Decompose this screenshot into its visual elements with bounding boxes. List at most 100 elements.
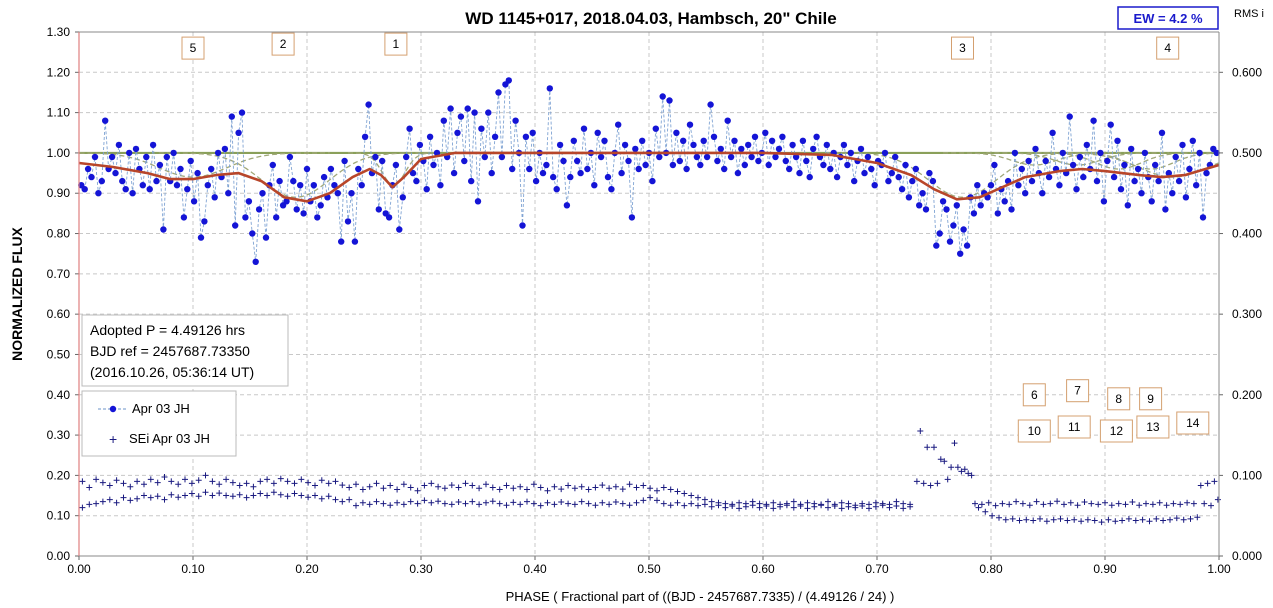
sei-point [633, 499, 640, 506]
sei-point [934, 480, 941, 487]
flux-point [201, 218, 208, 225]
flux-point [450, 169, 458, 177]
flux-point [632, 145, 639, 153]
sei-point [900, 505, 907, 512]
sei-point [667, 486, 674, 493]
flux-point [939, 198, 947, 205]
flux-point [485, 109, 492, 116]
flux-point [738, 145, 745, 153]
sei-point [147, 494, 154, 501]
sei-point [811, 503, 818, 510]
y-tick-label: 1.30 [47, 25, 71, 39]
sei-point [147, 476, 154, 483]
flux-point [601, 137, 608, 144]
flux-point [228, 113, 235, 120]
flux-point [974, 182, 981, 189]
flux-point [683, 165, 690, 173]
x-tick-label: 0.60 [751, 562, 775, 576]
flux-point [847, 149, 854, 157]
flux-point [433, 149, 441, 157]
sei-point [120, 494, 127, 501]
flux-point [409, 169, 417, 177]
flux-point [160, 226, 167, 233]
sei-point [688, 500, 695, 507]
flux-point [156, 161, 164, 169]
sei-point [496, 500, 503, 507]
y-tick-label: 0.60 [47, 307, 71, 321]
sei-point [510, 499, 517, 506]
sei-point [530, 481, 537, 488]
flux-point [591, 182, 598, 189]
flux-point [126, 149, 133, 157]
ew-box-frame [1117, 6, 1219, 30]
sei-point [318, 477, 325, 484]
sei-point [312, 492, 318, 499]
y-tick-label: 1.10 [47, 106, 71, 120]
flux-point [1175, 177, 1183, 185]
y-tick-label: 0.10 [47, 509, 71, 523]
flux-point [341, 157, 348, 165]
dip-label-text: 2 [280, 37, 287, 51]
dip-label-box [951, 36, 974, 60]
sei-point [619, 500, 626, 507]
dip-label-text: 8 [1115, 392, 1122, 406]
sei-point [1057, 515, 1064, 522]
sei-point [1146, 518, 1153, 525]
flux-point [844, 161, 851, 169]
sei-point [476, 501, 483, 508]
dip-label-text: 4 [1164, 41, 1171, 55]
flux-point [1090, 117, 1097, 124]
flux-point [1134, 165, 1142, 173]
sei-point [421, 497, 428, 504]
flux-point [994, 210, 1001, 217]
flux-point [639, 137, 646, 144]
sei-point [872, 503, 879, 510]
sei-point [353, 502, 359, 509]
flux-point [946, 238, 954, 245]
sei-point [441, 485, 448, 492]
sei-point [305, 479, 312, 486]
sei-point [270, 489, 277, 496]
sei-point [264, 492, 271, 499]
flux-point [680, 137, 687, 144]
flux-point [1076, 153, 1084, 161]
sei-point [695, 502, 701, 509]
dip-labels: 5 2 1 3 46 78 910 11 12 13 14 [181, 32, 1210, 443]
dip-label-box [1107, 387, 1131, 411]
sei-point [380, 500, 387, 507]
flux-point [1015, 182, 1022, 189]
flux-point [146, 186, 153, 193]
dip-label-box [1136, 415, 1170, 439]
flux-point [1199, 214, 1207, 221]
flux-point [553, 186, 560, 193]
flux-point [574, 157, 581, 165]
flux-point [173, 182, 181, 189]
sei-point [948, 464, 955, 471]
flux-point [881, 149, 889, 157]
y2-tick-label: 0.100 [1232, 468, 1262, 482]
sei-point [647, 494, 654, 501]
sei-point [284, 478, 291, 485]
flux-point [642, 161, 649, 169]
y-tick-label: 0.30 [47, 428, 71, 442]
flux-series [78, 77, 1220, 265]
sei-point [742, 503, 749, 510]
sei-point [951, 440, 958, 447]
flux-point [977, 202, 984, 209]
flux-point [259, 190, 266, 197]
flux-point [912, 165, 919, 173]
x-tick-label: 0.80 [979, 562, 1003, 576]
sei-point [790, 498, 797, 505]
y-tick-label: 0.40 [47, 388, 71, 402]
flux-point [143, 153, 150, 161]
flux-point [505, 77, 512, 84]
flux-point [618, 169, 625, 177]
sei-point [1211, 478, 1218, 485]
sei-point [606, 501, 613, 508]
sei-point [414, 487, 421, 494]
period-info-line-3: (2016.10.26, 05:36:14 UT) [90, 364, 254, 380]
sei-point [565, 500, 572, 507]
sei-point [592, 502, 599, 509]
sei-point [1208, 502, 1214, 509]
sei-point [448, 482, 455, 489]
